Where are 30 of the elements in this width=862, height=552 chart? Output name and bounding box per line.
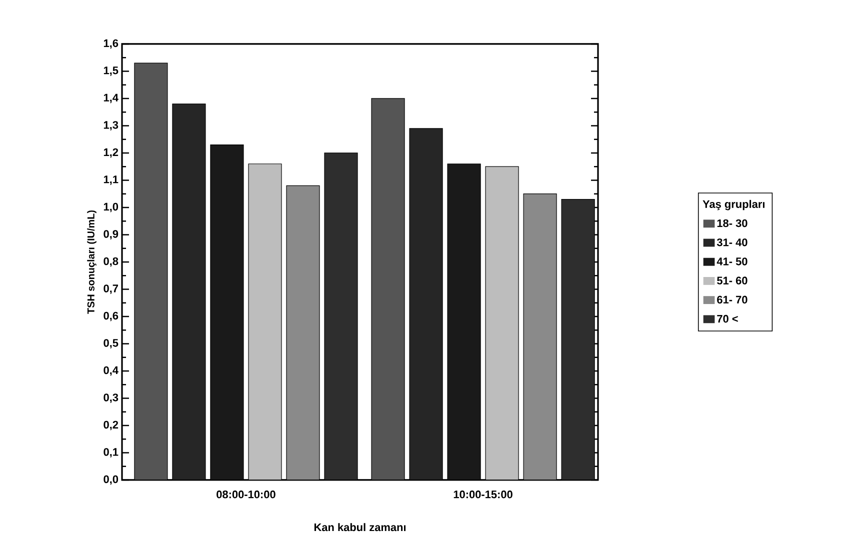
legend-label: 61- 70 [717,296,748,304]
y-tick-label: 0,7 [104,284,118,294]
y-tick-label: 0,0 [104,475,118,485]
bar [371,98,405,480]
y-tick-label: 0,6 [104,312,118,322]
legend-label: 41- 50 [716,258,748,266]
y-tick-label: 1,0 [104,202,118,212]
x-tick-label: 10:00-15:00 [454,490,512,498]
legend-label: 51- 60 [717,276,748,284]
y-tick-label: 0,1 [104,448,118,458]
y-tick-label: 0,5 [104,339,118,348]
legend-title: Yaş grupları [702,200,764,210]
y-tick-label: 0,9 [104,230,118,240]
x-tick-label: 08:00-10:00 [216,490,276,498]
y-axis-title: TSH sonuçları (IU/mL) [87,210,96,314]
y-tick-label: 1,6 [104,39,118,49]
legend-label: 18- 30 [717,219,748,228]
y-tick-label: 0,3 [104,394,118,403]
y-tick-label: 1,4 [104,94,118,104]
y-tick-label: 0,8 [104,257,118,267]
y-tick-label: 1,5 [104,66,118,76]
legend-label: 31- 40 [716,238,748,246]
bar [134,62,168,480]
y-tick-label: 1,3 [104,121,118,130]
y-tick-label: 0,2 [104,420,118,430]
y-tick-label: 0,4 [104,366,118,376]
x-axis-title: Kan kabul zamanı [314,523,406,532]
y-tick-label: 1,2 [104,148,118,158]
y-tick-label: 1,1 [104,176,118,185]
legend-label: 70 < [717,314,738,323]
